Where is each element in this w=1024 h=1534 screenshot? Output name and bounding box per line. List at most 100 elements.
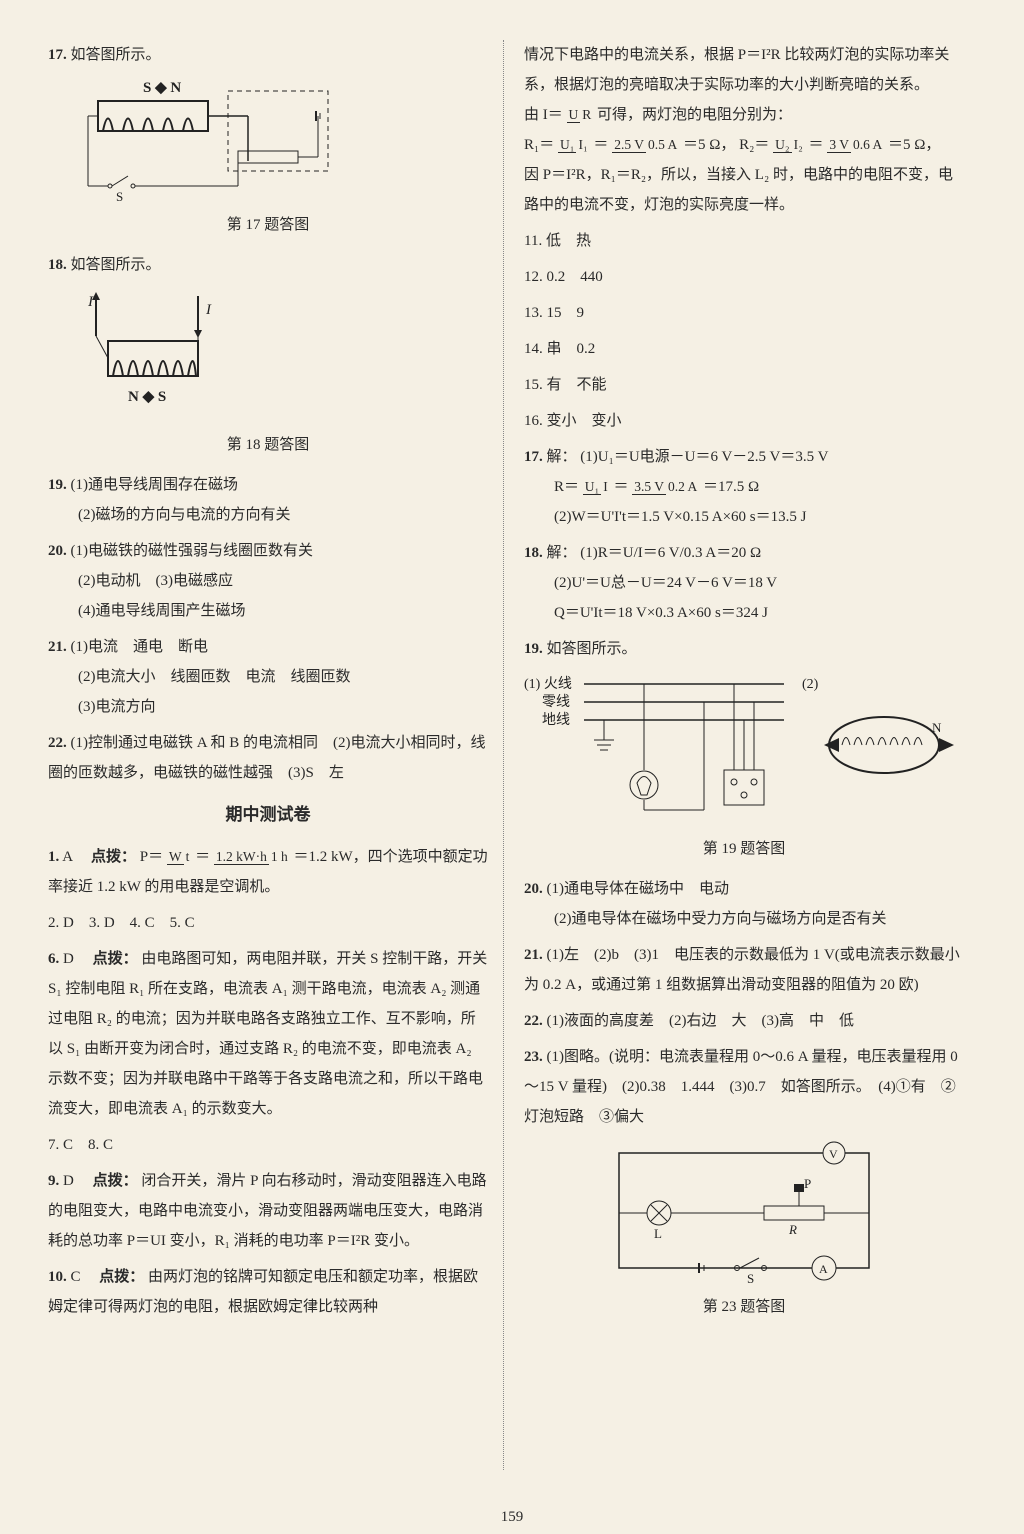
- d19-ground: 地线: [542, 712, 570, 728]
- q19-p1: (1)通电导线周围存在磁场: [71, 477, 239, 493]
- r1mid: ＝: [593, 137, 608, 153]
- rq17: 17. 解： (1)U₁＝U电源－U＝6 V－2.5 V＝3.5 V R＝ U₁…: [524, 442, 964, 532]
- rq19: 19. 如答图所示。: [524, 634, 964, 664]
- rq14: 14. 串 0.2: [524, 334, 964, 364]
- q22-text: (1)控制通过电磁铁 A 和 B 的电流相同 (2)电流大小相同时，线圈的匝数越…: [48, 735, 486, 781]
- d23-L: L: [654, 1226, 662, 1241]
- rq20: 20. (1)通电导体在磁场中 电动 (2)通电导体在磁场中受力方向与磁场方向是…: [524, 874, 964, 934]
- rq17-p2m: ＝: [613, 479, 628, 495]
- rq21: 21. (1)左 (2)b (3)1 电压表的示数最低为 1 V(或电流表示数最…: [524, 940, 964, 1000]
- q20-p1: (1)电磁铁的磁性强弱与线圈匝数有关: [71, 543, 314, 559]
- rq11: 11. 低 热: [524, 226, 964, 256]
- diagram-18-svg: I I N ◆ S: [78, 286, 258, 426]
- q20-p2: (2)电动机 (3)电磁感应: [78, 573, 233, 589]
- rq20-num: 20.: [524, 881, 543, 897]
- mq10-num: 10.: [48, 1269, 67, 1285]
- diagram-23: V L P R S A: [604, 1138, 964, 1288]
- d19-caption: 第 19 题答图: [524, 834, 964, 864]
- rq20-p2: (2)通电导体在磁场中受力方向与磁场方向是否有关: [554, 911, 887, 927]
- r2post: ＝5 Ω，: [888, 137, 940, 153]
- rq22-num: 22.: [524, 1013, 543, 1029]
- q21-num: 21.: [48, 639, 67, 655]
- mq9: 9. D 点拨： 闭合开关，滑片 P 向右移动时，滑动变阻器连入电路的电阻变大，…: [48, 1166, 488, 1256]
- mq1-num: 1.: [48, 849, 59, 865]
- rq10cont: 情况下电路中的电流关系，根据 P＝I²R 比较两灯泡的实际功率关系，根据灯泡的亮…: [524, 40, 964, 220]
- q22: 22. (1)控制通过电磁铁 A 和 B 的电流相同 (2)电流大小相同时，线圈…: [48, 728, 488, 788]
- q20-p3: (4)通电导线周围产生磁场: [78, 603, 246, 619]
- d17-top-label: S ◆ N: [143, 80, 181, 96]
- mq7to8: 7. C 8. C: [48, 1130, 488, 1160]
- midterm-heading: 期中测试卷: [48, 798, 488, 832]
- rq13: 13. 15 9: [524, 298, 964, 328]
- r2f2: 3 V0.6 A: [827, 138, 884, 153]
- q21-p2: (2)电流大小 线圈匝数 电流 线圈匝数: [78, 669, 351, 685]
- q19-p2: (2)磁场的方向与电流的方向有关: [78, 507, 291, 523]
- rq17-label: 解：: [547, 449, 577, 465]
- mq1-h1: P＝: [140, 849, 163, 865]
- d23-R: R: [788, 1222, 797, 1237]
- diagram-19: (1) 火线 零线 地线 (2): [524, 670, 964, 830]
- q21-p3: (3)电流方向: [78, 699, 156, 715]
- r1f1: U₁I₁: [558, 138, 590, 153]
- mq9-num: 9.: [48, 1173, 59, 1189]
- d23-A: A: [819, 1262, 828, 1276]
- q17-text: 如答图所示。: [71, 47, 161, 63]
- d19-neutral: 零线: [542, 694, 570, 710]
- q18-text: 如答图所示。: [71, 257, 161, 273]
- d23-S: S: [747, 1271, 754, 1286]
- mq1-ans: A: [62, 849, 72, 865]
- rq10-t1: 情况下电路中的电流关系，根据 P＝I²R 比较两灯泡的实际功率关系，根据灯泡的亮…: [524, 40, 964, 100]
- mq10-hl: 点拨：: [99, 1269, 144, 1285]
- d19-fire: (1) 火线: [524, 676, 572, 692]
- rq22: 22. (1)液面的高度差 (2)右边 大 (3)高 中 低: [524, 1006, 964, 1036]
- d18-bottom-label: N ◆ S: [128, 389, 166, 405]
- rq12: 12. 0.2 440: [524, 262, 964, 292]
- mq1-h1m: ＝: [195, 849, 210, 865]
- diagram-17-svg: S ◆ N S: [78, 76, 338, 206]
- d18-right-I: I: [205, 302, 212, 318]
- rq10-t2p: 由 I＝: [524, 107, 563, 123]
- rq23: 23. (1)图略。(说明：电流表量程用 0～0.6 A 量程，电压表量程用 0…: [524, 1042, 964, 1132]
- rq10-t2f: UR: [567, 108, 594, 123]
- mq9-hl: 点拨：: [93, 1173, 138, 1189]
- mq1-f1: Wt: [167, 850, 192, 865]
- rq17-p1: (1)U₁＝U电源－U＝6 V－2.5 V＝3.5 V: [580, 449, 828, 465]
- rq10-t3: 因 P＝I²R，R₁＝R₂，所以，当接入 L₂ 时，电路中的电阻不变，电路中的电…: [524, 160, 964, 220]
- mq6-hl: 点拨：: [93, 951, 138, 967]
- rq15: 15. 有 不能: [524, 370, 964, 400]
- rq17-num: 17.: [524, 449, 543, 465]
- right-column: 情况下电路中的电流关系，根据 P＝I²R 比较两灯泡的实际功率关系，根据灯泡的亮…: [524, 40, 964, 1332]
- rq18-p3: Q＝U'It＝18 V×0.3 A×60 s＝324 J: [554, 605, 768, 621]
- mq1-f2: 1.2 kW·h1 h: [214, 850, 290, 865]
- rq21-text: (1)左 (2)b (3)1 电压表的示数最低为 1 V(或电流表示数最小为 0…: [524, 947, 960, 993]
- q22-num: 22.: [48, 735, 67, 751]
- r2mid: ＝: [809, 137, 824, 153]
- diagram-23-svg: V L P R S A: [604, 1138, 884, 1288]
- rq23-num: 23.: [524, 1049, 543, 1065]
- mq1: 1. A 点拨： P＝ Wt ＝ 1.2 kW·h1 h ＝1.2 kW，四个选…: [48, 842, 488, 902]
- rq17-p2f2: 3.5 V0.2 A: [632, 480, 699, 495]
- q21-p1: (1)电流 通电 断电: [71, 639, 209, 655]
- rq17-p2post: ＝17.5 Ω: [703, 479, 759, 495]
- mq10-ans: C: [71, 1269, 81, 1285]
- rq18: 18. 解： (1)R＝U/I＝6 V/0.3 A＝20 Ω (2)U'＝U总－…: [524, 538, 964, 628]
- rq17-p2f: U₁I: [583, 480, 610, 495]
- d23-P: P: [804, 1176, 811, 1191]
- d18-caption: 第 18 题答图: [48, 430, 488, 460]
- rq21-num: 21.: [524, 947, 543, 963]
- diagram-19-svg: (1) 火线 零线 地线 (2): [524, 670, 964, 830]
- d17-switch-label: S: [116, 189, 123, 204]
- q20-num: 20.: [48, 543, 67, 559]
- rq10-t2post: 可得，两灯泡的电阻分别为：: [597, 107, 792, 123]
- mq1-hint-label: 点拨：: [91, 849, 136, 865]
- rq18-p1: (1)R＝U/I＝6 V/0.3 A＝20 Ω: [580, 545, 761, 561]
- rq20-p1: (1)通电导体在磁场中 电动: [547, 881, 730, 897]
- rq17-p3: (2)W＝U'I't＝1.5 V×0.15 A×60 s＝13.5 J: [554, 509, 806, 525]
- rq22-text: (1)液面的高度差 (2)右边 大 (3)高 中 低: [547, 1013, 854, 1029]
- r2pre: R₂＝: [739, 137, 769, 153]
- d19-right: (2): [802, 677, 819, 692]
- mq2to5: 2. D 3. D 4. C 5. C: [48, 908, 488, 938]
- q17: 17. 如答图所示。: [48, 40, 488, 70]
- d23-V: V: [829, 1147, 838, 1161]
- rq17-p2p: R＝: [554, 479, 579, 495]
